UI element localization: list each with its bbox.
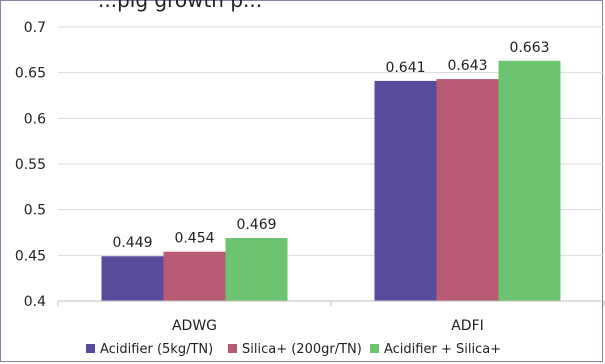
data-label: 0.643 [447, 58, 487, 74]
chart-title-fragment: ...pig growth p... [98, 0, 262, 12]
legend-label: Silica+ (200gr/TN) [242, 342, 362, 357]
bar [163, 251, 226, 301]
x-tick-label: ADWG [172, 318, 217, 334]
data-label: 0.469 [236, 217, 276, 233]
bar [101, 256, 164, 301]
bar [225, 237, 288, 301]
legend-swatch [86, 344, 95, 353]
y-tick-label: 0.55 [15, 157, 46, 173]
y-tick-label: 0.45 [15, 248, 46, 264]
y-tick-label: 0.7 [24, 20, 46, 36]
legend-label: Acidifier + Silica+ [384, 342, 501, 357]
y-tick-label: 0.6 [24, 111, 46, 127]
legend-label: Acidifier (5kg/TN) [100, 342, 213, 357]
data-label: 0.663 [509, 40, 549, 56]
bar [498, 60, 561, 301]
y-tick-label: 0.4 [24, 294, 46, 310]
x-tick-label: ADFI [451, 318, 484, 334]
legend-swatch [370, 344, 379, 353]
data-label: 0.454 [174, 231, 214, 247]
bar [436, 79, 499, 301]
data-label: 0.641 [385, 60, 425, 76]
data-label: 0.449 [112, 235, 152, 251]
bar [374, 80, 437, 302]
legend-swatch [228, 344, 237, 353]
y-tick-label: 0.5 [24, 203, 46, 219]
y-tick-label: 0.65 [15, 66, 46, 82]
